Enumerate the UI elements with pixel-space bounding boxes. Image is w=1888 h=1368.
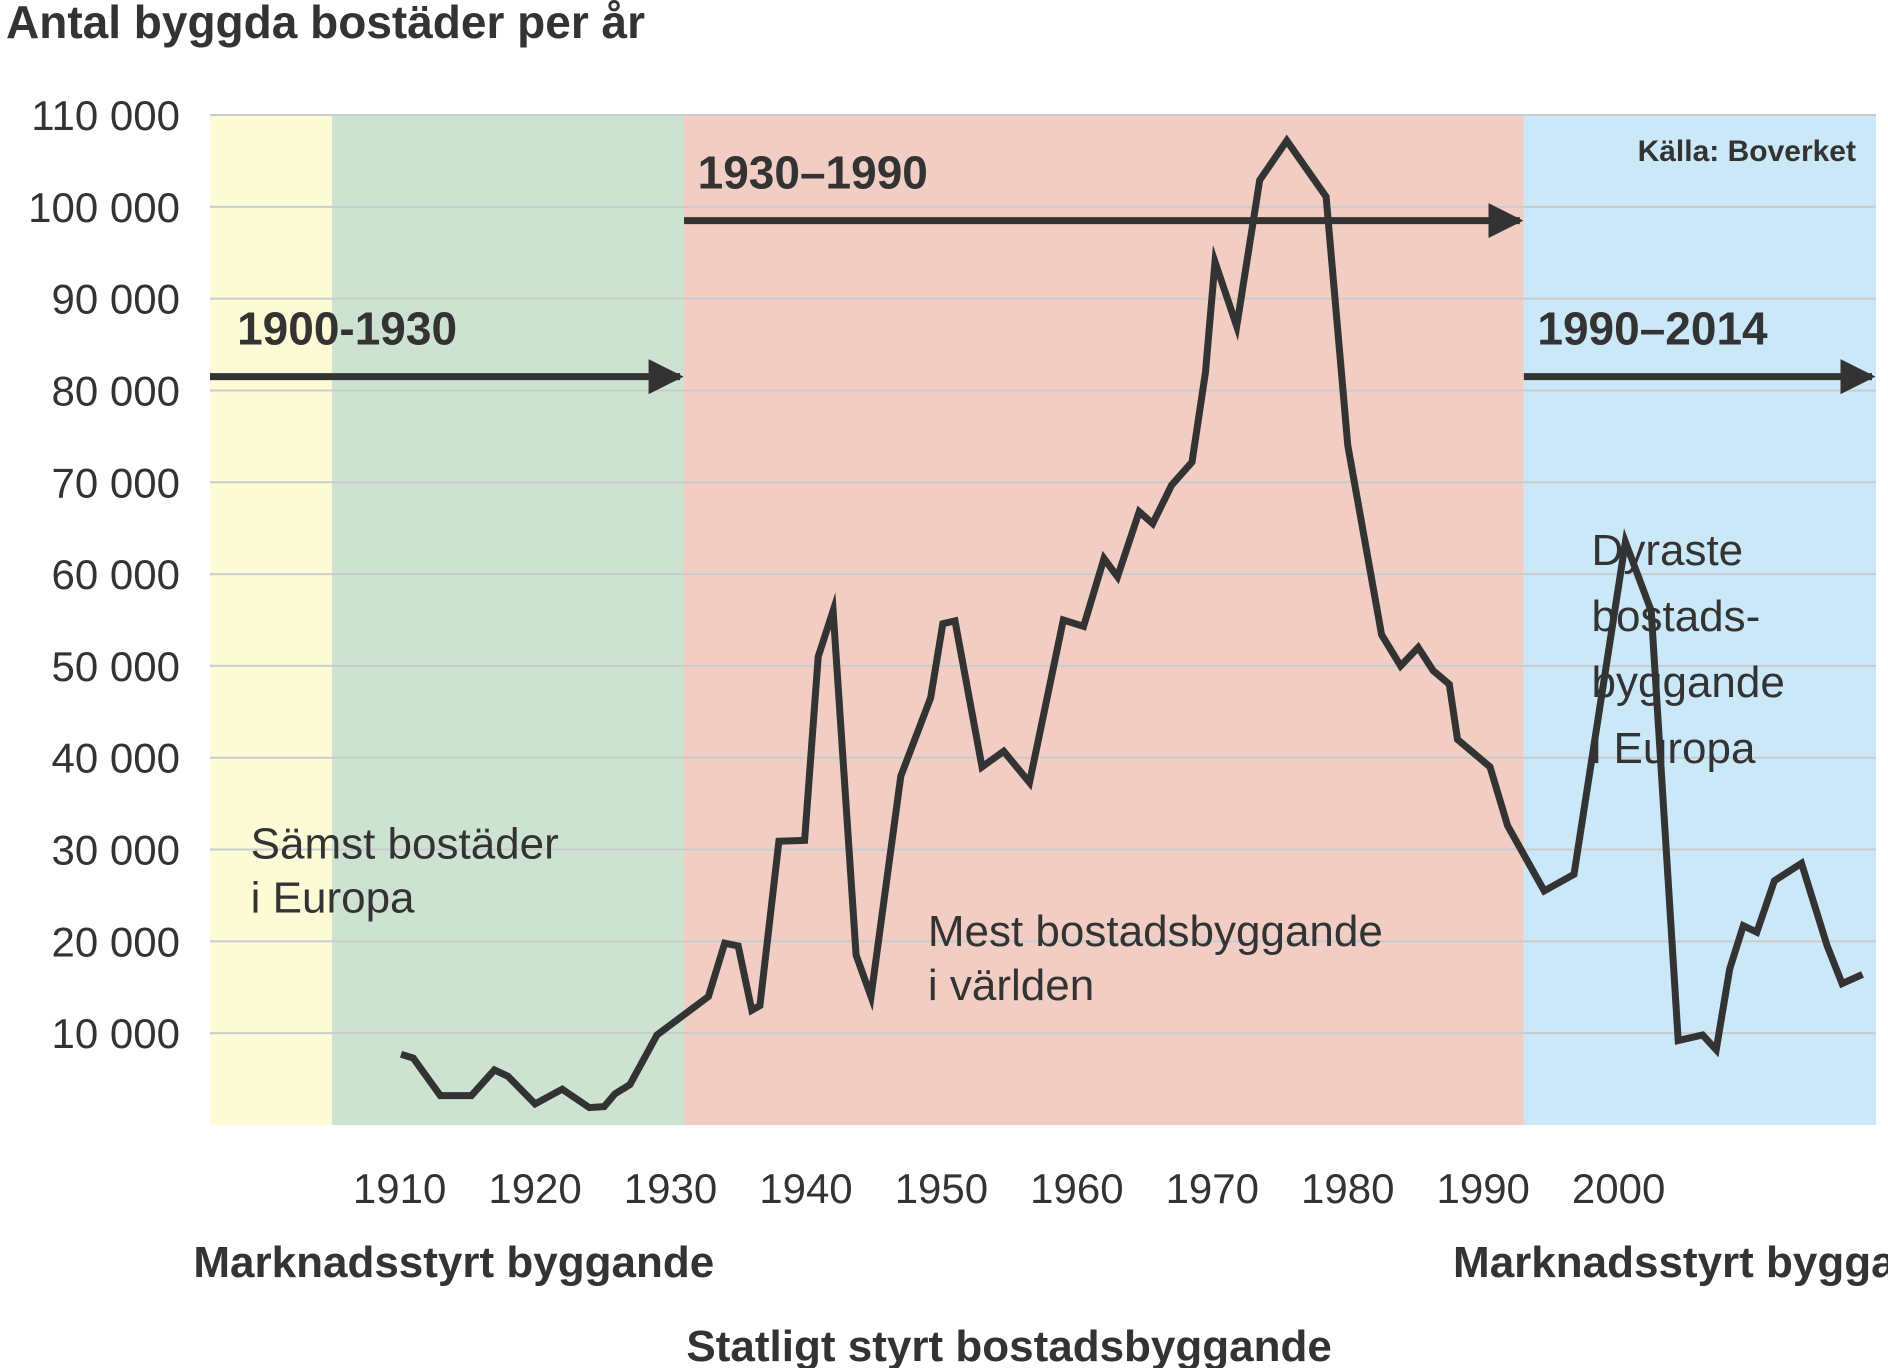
x-tick-label: 1980 [1301,1165,1394,1212]
x-tick-label: 1960 [1030,1165,1123,1212]
y-axis-ticks: 10 000 20 000 30 000 40 000 50 000 60 000 70 0… [28,92,180,1057]
x-tick-label: 1950 [895,1165,988,1212]
y-tick-label: 20 000 [52,918,180,965]
regime-label: Statligt styrt bostadsbyggande [686,1322,1331,1368]
x-tick-label: 1930 [624,1165,717,1212]
x-tick-label: 1990 [1436,1165,1529,1212]
band-1 [331,115,685,1125]
regime-label: Marknadsstyrt byggande [1453,1238,1888,1287]
x-tick-label: 1910 [353,1165,446,1212]
regime-labels: Marknadsstyrt byggande Marknadsstyrt bygg… [193,1238,1888,1368]
series-line-group [399,134,1864,1112]
annotation-line: byggande [1592,658,1785,707]
y-tick-label: 90 000 [52,276,180,323]
annotation-line: i Europa [1592,724,1756,773]
period-label: 1900-1930 [237,303,457,355]
x-tick-label: 1970 [1166,1165,1259,1212]
band-3 [1523,115,1876,1125]
annotations: Sämst bostäder i Europa Mest bostadsbyggan… [251,526,1785,1010]
y-tick-label: 70 000 [52,459,180,506]
x-tick-label: 1940 [759,1165,852,1212]
gridlines [210,114,1876,1035]
y-tick-label: 60 000 [52,551,180,598]
annotation-line: i Europa [251,874,415,923]
x-tick-label: 1920 [488,1165,581,1212]
regime-label: Marknadsstyrt byggande [193,1238,714,1287]
x-axis-ticks: 1910 1920 1930 1940 1950 1960 1970 1980 1990 2000 [353,1165,1665,1212]
y-tick-label: 80 000 [52,367,180,414]
annotation-line: Mest bostadsbyggande [928,907,1383,956]
y-tick-label: 50 000 [52,643,180,690]
y-tick-label: 30 000 [52,827,180,874]
chart-title: Antal byggda bostäder per år [6,0,645,48]
y-tick-label: 110 000 [31,92,180,139]
series-line-0 [399,134,1864,1112]
annotation-line: Dyraste [1592,526,1744,575]
annotation-line: Sämst bostäder [251,820,559,869]
band-0 [210,115,332,1125]
y-tick-label: 100 000 [28,184,180,231]
y-tick-label: 10 000 [52,1010,180,1057]
period-arrows: 1900-1930 1930–1990 1990–2014 [210,146,1876,395]
period-bands [210,115,1876,1125]
x-tick-label: 2000 [1572,1165,1665,1212]
band-2 [684,115,1524,1125]
period-label: 1990–2014 [1537,303,1768,355]
annotation-line: i världen [928,961,1094,1010]
source-label: Källa: Boverket [1638,135,1856,168]
period-label: 1930–1990 [698,146,928,198]
y-tick-label: 40 000 [52,735,180,782]
